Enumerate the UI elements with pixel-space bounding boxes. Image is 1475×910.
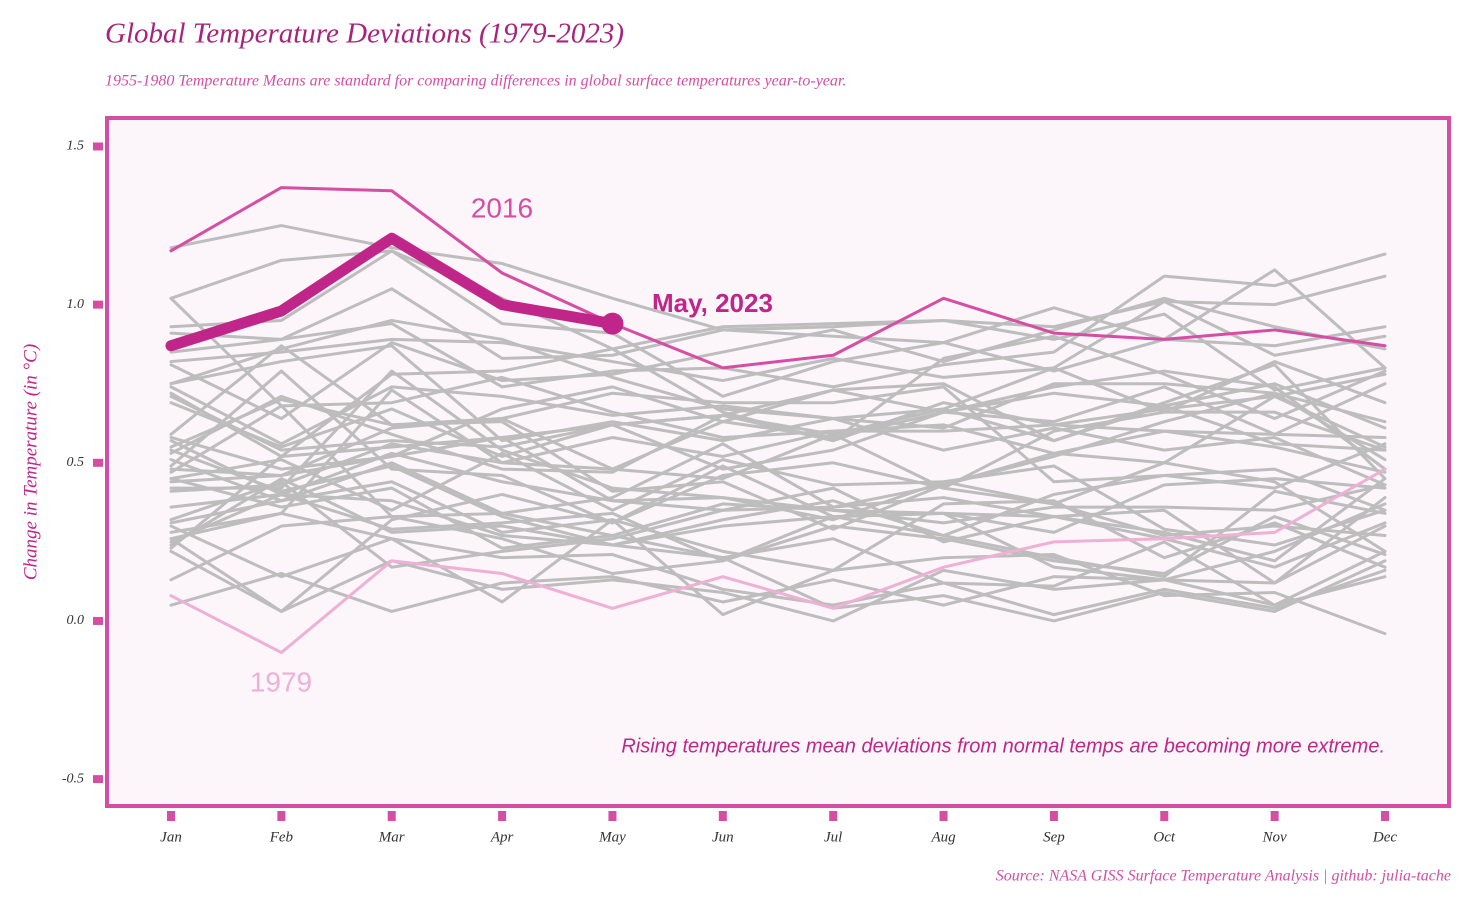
line (169, 477, 1387, 579)
line (169, 549, 1387, 623)
line (169, 287, 1387, 392)
series-label: 2016 (471, 192, 533, 223)
y-tick-label: 0.0 (67, 613, 85, 628)
x-tick (167, 811, 175, 821)
line (169, 511, 1387, 582)
line (169, 464, 1387, 613)
line (169, 296, 1387, 421)
line (169, 296, 1387, 474)
x-tick-label: Nov (1262, 829, 1288, 845)
y-tick (93, 775, 103, 784)
x-tick-label: Oct (1153, 829, 1175, 845)
x-tick (1160, 811, 1169, 821)
line (169, 382, 1387, 446)
y-axis-label: Change in Temperature (in °C) (20, 344, 41, 580)
line (169, 394, 1387, 493)
line (169, 467, 1387, 655)
line (169, 435, 1387, 550)
x-tick-label: Aug (930, 829, 956, 845)
line (169, 299, 1387, 383)
end-point (601, 312, 624, 335)
x-tick-label: Jul (824, 829, 842, 845)
annotation: May, 2023 (652, 288, 773, 318)
line (169, 369, 1387, 553)
x-tick (1049, 811, 1058, 821)
chart-subtitle: 1955-1980 Temperature Means are standard… (105, 73, 846, 90)
line (165, 232, 618, 352)
line (169, 429, 1387, 525)
x-tick-label: Mar (378, 829, 405, 845)
y-tick (93, 616, 103, 625)
x-tick (1381, 811, 1389, 821)
line (169, 186, 1387, 370)
line (169, 360, 1387, 458)
source-note: Source: NASA GISS Surface Temperature An… (996, 868, 1451, 885)
y-tick-label: 1.5 (67, 139, 85, 154)
x-tick (498, 811, 507, 821)
line (169, 372, 1387, 474)
x-tick-label: Apr (490, 829, 514, 845)
line (169, 382, 1387, 477)
x-tick (939, 811, 948, 821)
x-tick-label: Jan (160, 829, 182, 845)
line (169, 252, 1387, 389)
y-tick-label: 0.5 (67, 455, 85, 470)
chart-title: Global Temperature Deviations (1979-2023… (105, 18, 624, 50)
x-tick (718, 811, 727, 821)
y-tick (93, 300, 103, 309)
x-tick-label: May (598, 829, 626, 845)
plot-frame (105, 116, 1451, 808)
line (169, 451, 1387, 547)
series-label: 1979 (250, 666, 312, 697)
x-tick-label: Sep (1043, 829, 1065, 845)
x-tick (608, 811, 617, 821)
line (169, 477, 1387, 623)
line (169, 334, 1387, 458)
annotation: Rising temperatures mean deviations from… (621, 735, 1385, 757)
line (169, 391, 1387, 531)
line (169, 369, 1387, 484)
x-tick-label: Feb (269, 829, 294, 845)
x-tick (1270, 811, 1279, 821)
y-tick-label: -0.5 (62, 771, 84, 786)
x-tick (829, 811, 838, 821)
x-tick (387, 811, 396, 821)
x-tick (277, 811, 286, 821)
x-tick-label: Jun (712, 829, 734, 845)
x-tick-label: Dec (1372, 829, 1397, 845)
y-tick (93, 142, 103, 151)
y-tick (93, 458, 103, 467)
y-tick-label: 1.0 (67, 297, 85, 312)
